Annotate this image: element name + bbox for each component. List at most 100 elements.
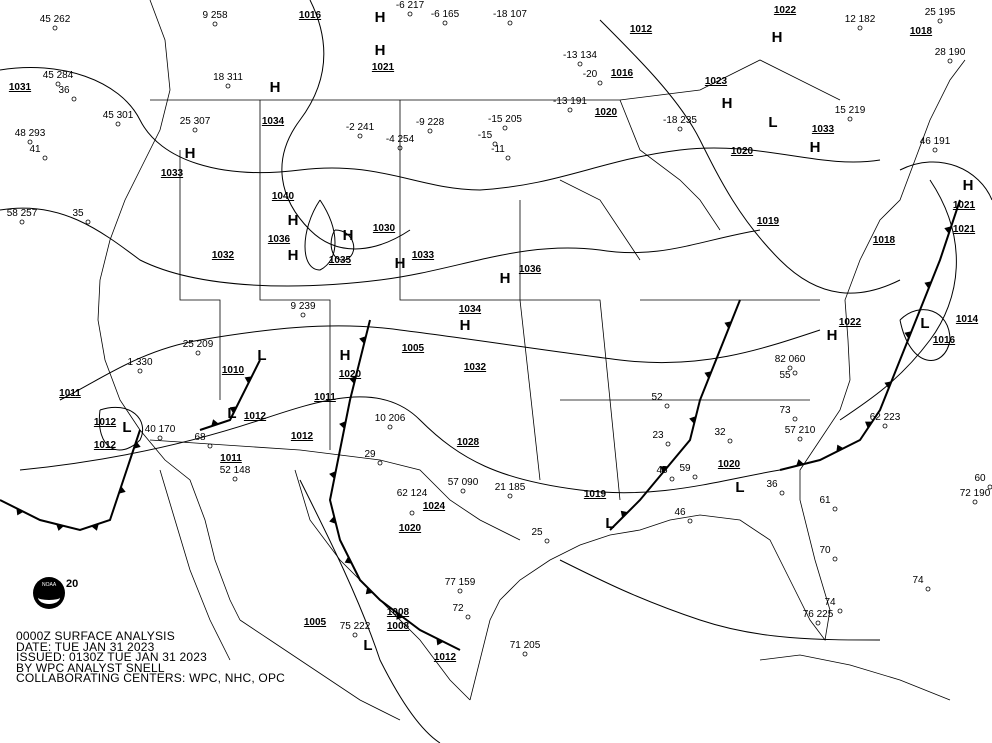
station-circle xyxy=(460,488,466,494)
station-circle xyxy=(505,155,511,161)
station-value: 45 xyxy=(656,465,668,476)
isobar-label: 1020 xyxy=(595,107,618,118)
isobar xyxy=(559,559,881,641)
station-circle xyxy=(664,403,670,409)
pressure-center-value: 1021 xyxy=(953,200,976,211)
high-pressure-center: H xyxy=(185,145,196,162)
analysis-title: 0000Z SURFACE ANALYSIS xyxy=(16,629,175,643)
pressure-center-value: 1034 xyxy=(262,116,285,127)
station-value: 40 170 xyxy=(145,424,176,435)
pressure-center-value: 1022 xyxy=(774,5,797,16)
isobar-label: 1028 xyxy=(457,437,480,448)
station-circle xyxy=(225,83,231,89)
isobar xyxy=(330,229,355,261)
station-circle xyxy=(457,588,463,594)
isobar xyxy=(599,19,901,294)
station-circle xyxy=(300,312,306,318)
station-value: 9 239 xyxy=(290,301,315,312)
station-value: 23 xyxy=(652,430,664,441)
low-pressure-center: L xyxy=(363,637,372,654)
station-value: 15 219 xyxy=(835,105,866,116)
station-value: 28 190 xyxy=(935,47,966,58)
coastline-border xyxy=(150,59,841,101)
high-pressure-center: H xyxy=(270,79,281,96)
isobar xyxy=(19,396,781,494)
analysis-info-block: 0000Z SURFACE ANALYSIS DATE: TUE JAN 31 … xyxy=(16,629,286,685)
low-pressure-center: L xyxy=(122,419,131,436)
station-circle xyxy=(387,424,393,430)
station-circle xyxy=(409,510,415,516)
station-value: 72 xyxy=(452,603,464,614)
station-value: 36 xyxy=(58,85,70,96)
station-circle xyxy=(85,219,91,225)
pressure-center-value: 1019 xyxy=(584,489,607,500)
station-value: 55 xyxy=(779,370,791,381)
station-circle xyxy=(847,116,853,122)
front-triangle xyxy=(329,516,336,524)
station-circle xyxy=(427,128,433,134)
isobar-label: 1020 xyxy=(399,523,422,534)
pressure-center-value: 1020 xyxy=(718,459,741,470)
front-triangle xyxy=(724,321,732,329)
front-triangle xyxy=(924,281,932,289)
station-value: 25 195 xyxy=(925,7,956,18)
station-circle xyxy=(352,632,358,638)
station-value: -9 228 xyxy=(416,117,445,128)
station-value: 9 258 xyxy=(202,10,227,21)
station-circle xyxy=(212,21,218,27)
isobar-label: 1021 xyxy=(953,224,976,235)
station-value: -2 241 xyxy=(346,122,375,133)
coastline-border xyxy=(619,99,721,231)
high-pressure-center: H xyxy=(288,212,299,229)
station-value: 71 205 xyxy=(510,640,541,651)
isobar-label: 1032 xyxy=(464,362,487,373)
station-circle xyxy=(407,11,413,17)
station-value: 1 330 xyxy=(127,357,152,368)
station-circle xyxy=(52,25,58,31)
isobar-label: 1011 xyxy=(220,453,242,464)
station-value: 74 xyxy=(824,597,836,608)
front-triangle xyxy=(211,419,219,427)
front-triangle xyxy=(359,336,366,344)
station-value: 52 xyxy=(651,392,663,403)
station-circle xyxy=(925,586,931,592)
front-triangle xyxy=(244,376,252,384)
station-value: 52 148 xyxy=(220,465,251,476)
station-value: 70 xyxy=(819,545,831,556)
isobar-label: 1016 xyxy=(611,68,634,79)
station-circle xyxy=(577,61,583,67)
station-circle xyxy=(857,25,863,31)
analysis-issued: ISSUED: 0130Z TUE JAN 31 2023 xyxy=(16,650,208,664)
station-value: 21 185 xyxy=(495,482,526,493)
station-value: 32 xyxy=(714,427,726,438)
analysis-centers: COLLABORATING CENTERS: WPC, NHC, OPC xyxy=(16,671,286,685)
low-pressure-center: L xyxy=(920,315,929,332)
station-circle xyxy=(937,18,943,24)
station-circle xyxy=(882,423,888,429)
front-triangle xyxy=(704,371,712,379)
isobar-label: 1008 xyxy=(387,607,410,618)
isobar xyxy=(98,406,144,451)
station-value: 25 307 xyxy=(180,116,211,127)
station-circle xyxy=(42,155,48,161)
high-pressure-center: H xyxy=(343,227,354,244)
station-circle xyxy=(687,518,693,524)
pressure-center-value: 1016 xyxy=(933,335,956,346)
station-circle xyxy=(195,350,201,356)
station-value: -18 107 xyxy=(493,9,527,20)
low-pressure-center: L xyxy=(735,479,744,496)
station-circle xyxy=(797,436,803,442)
isobar-label: 1012 xyxy=(630,24,653,35)
pressure-center-value: 1012 xyxy=(244,411,267,422)
station-circle xyxy=(19,219,25,225)
coastline-border xyxy=(559,179,641,261)
coastline-border xyxy=(159,469,231,661)
station-circle xyxy=(137,368,143,374)
station-circle xyxy=(507,493,513,499)
front-triangle xyxy=(229,406,237,414)
station-value: 45 301 xyxy=(103,110,134,121)
pressure-center-value: 1023 xyxy=(705,76,728,87)
isobar xyxy=(299,479,441,743)
station-circle xyxy=(357,133,363,139)
station-circle xyxy=(692,474,698,480)
